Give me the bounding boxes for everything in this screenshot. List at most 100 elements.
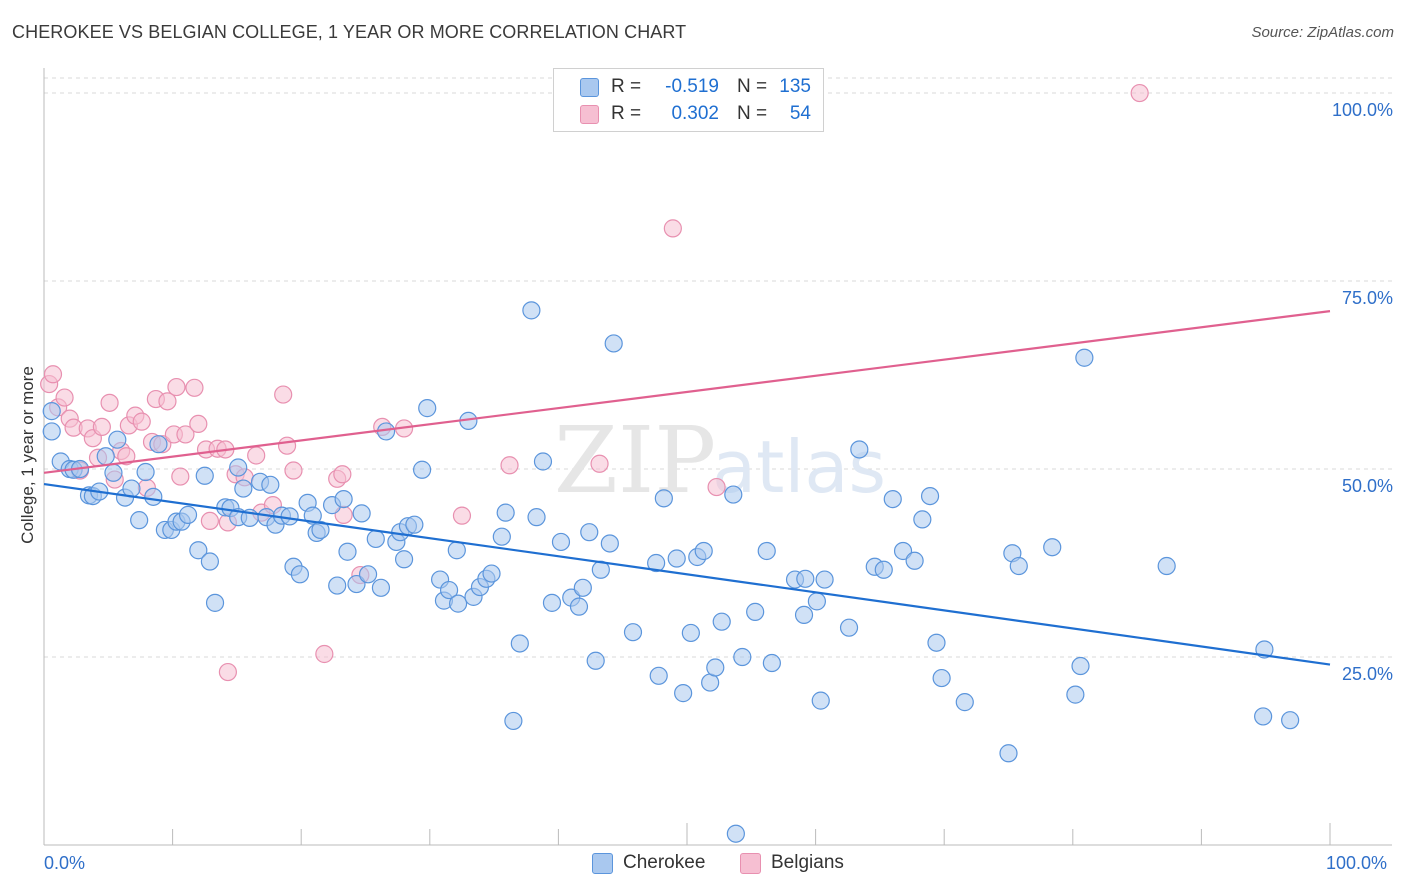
cherokee-point [130,511,149,530]
cherokee-point [200,552,219,571]
cherokee-point [913,510,932,529]
cherokee-point [999,744,1018,763]
cherokee-point [366,529,385,549]
cherokee-point [681,623,700,643]
belgians-point [171,467,190,486]
cherokee-point [794,605,814,625]
cherokee-point [694,541,713,561]
belgians-point [167,377,186,397]
cherokee-point [394,550,414,569]
cherokee-point [334,489,353,509]
cherokee-point [178,505,198,524]
belgians-trend-line [43,310,1331,474]
cherokee-point [604,334,623,353]
axes [43,68,1392,846]
cherokee-point [358,565,378,584]
belgians-point [200,511,219,531]
chart-title: CHEROKEE VS BELGIAN COLLEGE, 1 YEAR OR M… [12,22,687,42]
belgians-point [176,425,195,444]
cherokee-point [96,447,115,466]
cherokee-point [932,668,951,688]
cherokee-point [205,593,225,612]
source-label: Source: ZipAtlas.com [1251,24,1394,41]
cherokee-point [726,824,745,843]
cherokee-point [667,549,686,568]
cherokee-point [762,653,781,673]
cherokee-point [418,399,437,418]
bottom-legend-swatch-cherokee [592,852,613,874]
cherokee-point [448,594,468,613]
belgians-point [284,461,303,480]
cherokee-point [510,634,529,653]
cherokee-point [412,460,432,479]
bottom-legend-label-cherokee: Cherokee [623,852,706,873]
cherokee-point [883,489,902,509]
cherokee-point [371,578,391,597]
cherokee-point [439,580,459,600]
cherokee-point [649,666,668,685]
cherokee-point [405,515,424,534]
cherokee-point [447,541,466,560]
cherokee-point [290,565,310,584]
cherokee-point [492,527,511,546]
cherokee-point [706,658,725,677]
belgians-point [92,417,111,437]
cherokee-point [347,574,366,594]
cherokee-point [654,489,673,508]
cherokee-point [542,593,562,612]
belgians-point [333,465,352,484]
y-tick-label: 50.0% [1341,476,1393,497]
legend-row-belgians: R = 0.302 N = 54 [580,103,811,125]
cherokee-point [757,541,776,561]
legend-swatch-cherokee [580,77,599,97]
cherokee-point [504,711,523,731]
cherokee-point [1254,707,1273,726]
belgians-point [158,392,177,411]
belgians-point [500,456,519,475]
cherokee-point [195,466,214,485]
cherokee-point [261,475,280,494]
legend-r-label: R = [611,103,642,124]
cherokee-point [850,440,869,459]
legend-r-value-belgians: 0.302 [671,103,719,124]
bottom-legend-swatch-belgians [740,852,761,874]
belgians-point [189,414,208,434]
cherokee-point [144,487,163,506]
legend-row-cherokee: R = -0.519 N = 135 [580,76,811,98]
cherokee-point [724,485,743,504]
cherokee-point [920,486,940,506]
y-tick-label: 75.0% [1341,288,1393,309]
belgians-point [315,644,334,664]
cherokee-trend-line [43,482,1331,666]
belgians-point [100,393,119,412]
cherokee-point [905,551,924,570]
bottom-legend-cherokee[interactable]: Cherokee [592,852,705,874]
cherokee-point [482,564,501,583]
cherokee-point [746,602,765,621]
cherokee-point [733,647,752,667]
cherokee-point [338,542,357,561]
y-axis-label: College, 1 year or more [18,366,37,544]
cherokee-point [303,506,322,525]
bottom-legend-belgians[interactable]: Belgians [740,852,844,874]
cherokee-point [1281,711,1300,730]
cherokee-point [1071,656,1090,676]
belgians-point [185,378,204,397]
cherokee-point [234,479,253,498]
belgians-point [274,385,293,404]
watermark: ZIP atlas [554,407,886,514]
belgians-point [1130,83,1149,103]
grid-lines [44,77,1392,658]
cherokee-point [42,402,61,421]
cherokee-point [42,422,61,441]
cherokee-point [496,503,515,522]
legend-swatch-belgians [580,104,599,124]
bottom-legend-label-belgians: Belgians [771,852,844,873]
cherokee-point [927,633,946,652]
cherokee-point [104,463,123,482]
y-tick-label: 100.0% [1331,100,1393,121]
cherokee-point [586,651,605,670]
legend-n-label: N = [737,103,768,124]
cherokee-point [136,462,155,482]
